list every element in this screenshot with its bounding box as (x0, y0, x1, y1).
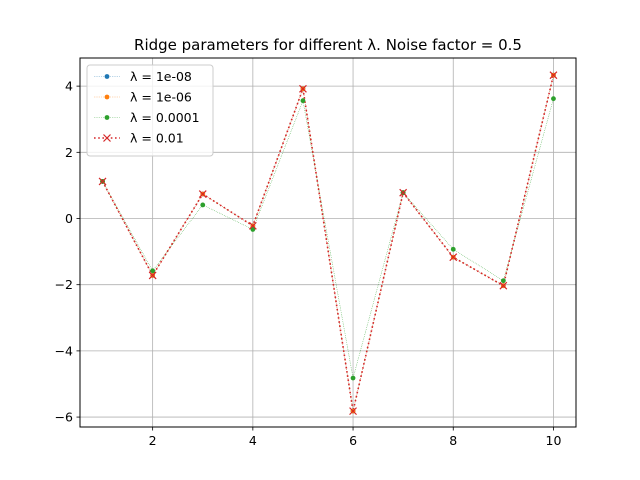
data-point-series-3 (500, 278, 506, 284)
data-point-series-4 (98, 177, 107, 186)
data-point-series-3 (551, 96, 556, 102)
legend-label-2: λ = 1e-06 (130, 90, 192, 105)
series-markers (98, 71, 558, 416)
series-line-3 (102, 98, 554, 379)
series-lines (101, 75, 555, 412)
data-point-series-4 (549, 71, 558, 80)
data-point-series-3 (450, 246, 456, 252)
plot-frame (79, 57, 577, 428)
x-tick-label: 10 (546, 433, 562, 448)
legend: λ = 1e-08 λ = 1e-06 λ = 0.0001 λ = 0.01 (86, 64, 214, 157)
y-tick-label: −6 (55, 410, 73, 425)
data-point-series-4 (248, 221, 257, 230)
x-tick-label: 2 (149, 433, 157, 448)
data-point-series-4 (349, 407, 357, 416)
data-point-series-3 (300, 98, 306, 104)
y-tick-label: 2 (65, 145, 73, 160)
legend-label-4: λ = 0.01 (130, 131, 184, 146)
legend-marker-1 (104, 74, 110, 79)
y-tick-label: −2 (55, 277, 73, 292)
data-point-series-3 (350, 375, 356, 381)
data-point-series-4 (399, 188, 408, 197)
legend-label-1: λ = 1e-08 (130, 69, 192, 84)
data-point-series-3 (150, 268, 156, 274)
legend-box (86, 64, 214, 157)
series-line-4 (101, 75, 555, 412)
x-tick-label: 6 (349, 433, 357, 448)
legend-marker-3 (104, 115, 110, 120)
data-point-series-4 (449, 253, 458, 262)
legend-marker-2 (104, 94, 110, 100)
data-point-series-4 (499, 281, 508, 290)
data-point-series-4 (148, 271, 157, 280)
legend-marker-4 (103, 134, 111, 142)
x-tick-label: 4 (249, 433, 257, 448)
data-point-series-3 (200, 202, 206, 208)
y-tick-label: −4 (55, 343, 73, 358)
chart-title: Ridge parameters for different λ. Noise … (134, 36, 522, 54)
axis-ticks: 2 4 6 8 10 −6 −4 −2 0 2 4 (55, 79, 562, 448)
legend-label-3: λ = 0.0001 (130, 110, 200, 125)
y-tick-label: 4 (65, 79, 73, 94)
x-tick-label: 8 (449, 433, 457, 448)
data-point-series-3 (250, 227, 256, 232)
y-tick-label: 0 (65, 211, 73, 226)
data-point-series-4 (299, 84, 307, 93)
data-point-series-4 (198, 190, 207, 198)
